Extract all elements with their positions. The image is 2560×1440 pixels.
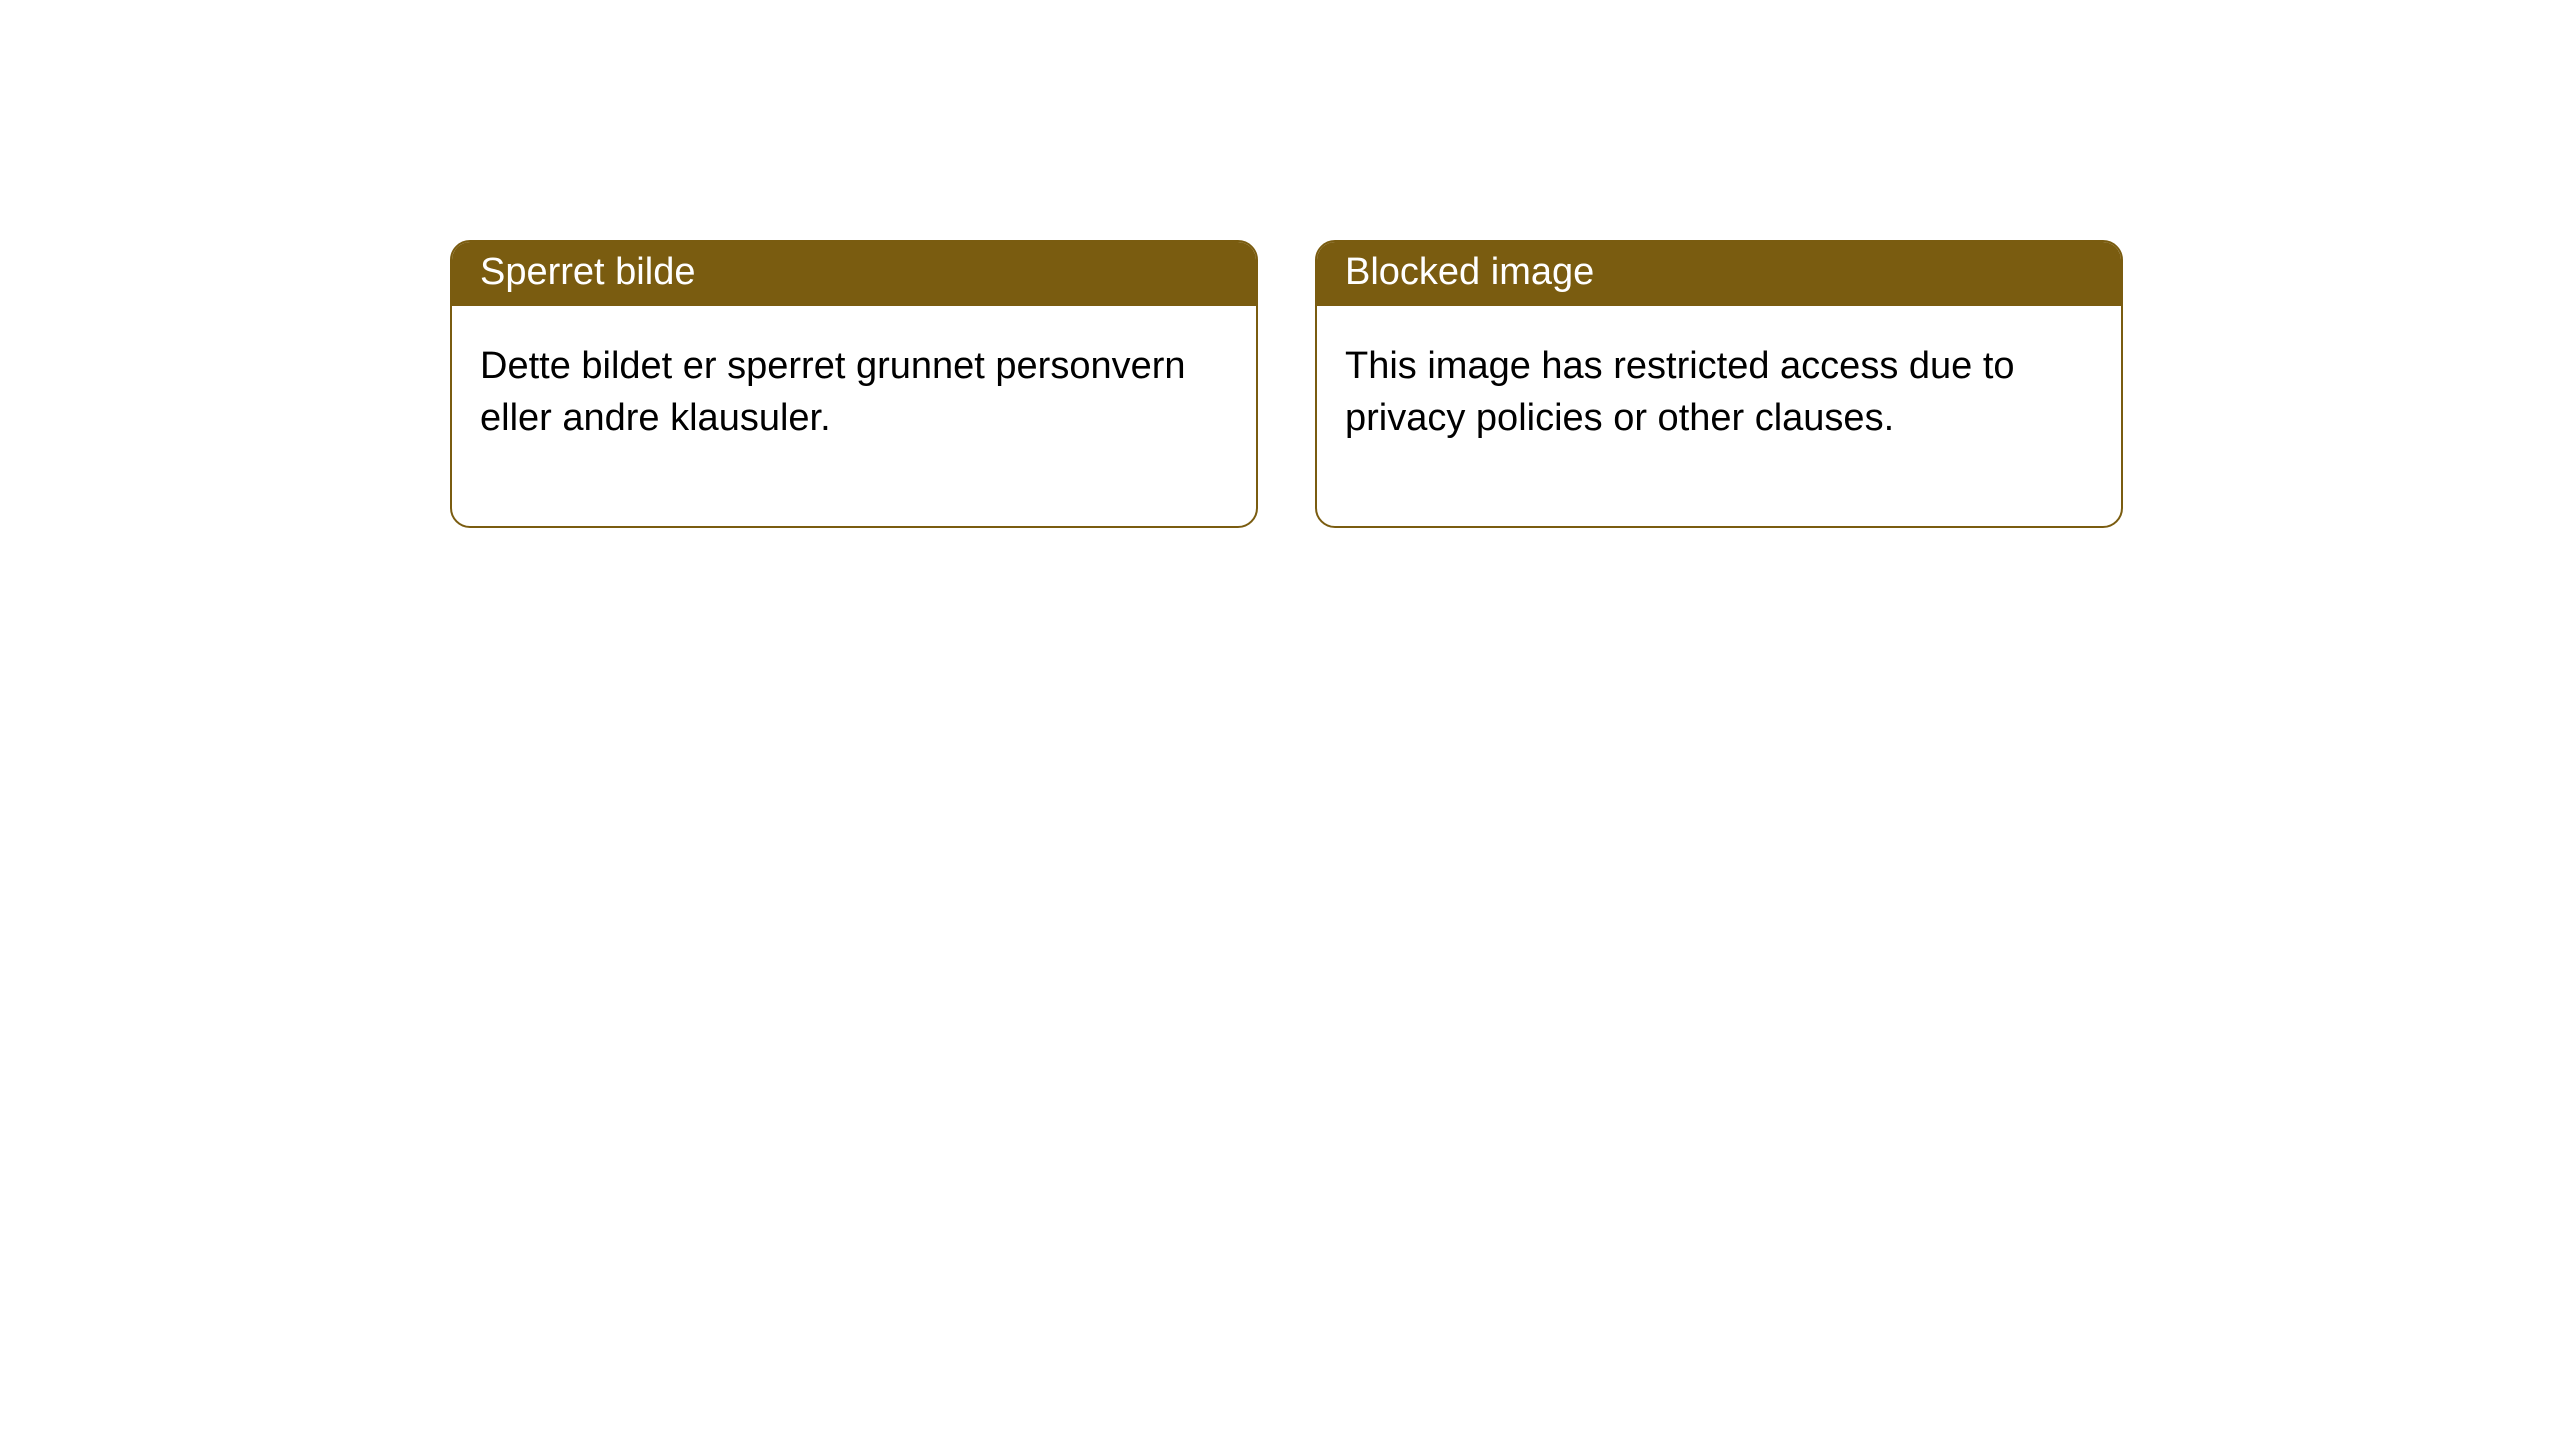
notice-container: Sperret bilde Dette bildet er sperret gr… — [0, 0, 2560, 528]
notice-card-norwegian: Sperret bilde Dette bildet er sperret gr… — [450, 240, 1258, 528]
notice-body: This image has restricted access due to … — [1317, 306, 2121, 527]
notice-card-english: Blocked image This image has restricted … — [1315, 240, 2123, 528]
notice-header: Blocked image — [1317, 242, 2121, 306]
notice-body: Dette bildet er sperret grunnet personve… — [452, 306, 1256, 527]
notice-header: Sperret bilde — [452, 242, 1256, 306]
